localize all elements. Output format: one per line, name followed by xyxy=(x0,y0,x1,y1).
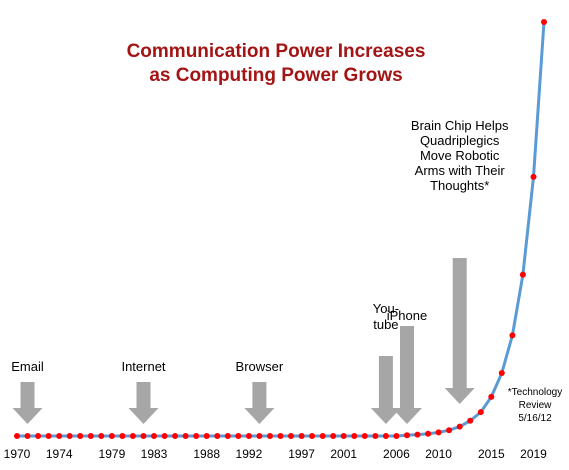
source-note: *Technology Review 5/16/12 xyxy=(508,387,562,424)
data-point-2011 xyxy=(446,427,452,433)
event-arrow-1 xyxy=(129,382,159,424)
data-point-1982 xyxy=(141,433,147,439)
data-point-2019 xyxy=(531,174,537,180)
data-point-2002 xyxy=(351,433,357,439)
x-tick-label-2001: 2001 xyxy=(330,447,357,461)
x-tick-label-1983: 1983 xyxy=(141,447,168,461)
data-point-1984 xyxy=(162,433,168,439)
event-arrow-4 xyxy=(392,326,422,424)
source-note-line-1: *Technology xyxy=(508,387,562,398)
event-label-5-line-4: Thoughts* xyxy=(430,178,489,193)
data-point-2006 xyxy=(393,433,399,439)
data-point-1994 xyxy=(267,433,273,439)
data-point-1981 xyxy=(130,433,136,439)
data-point-1985 xyxy=(172,433,178,439)
data-point-2004 xyxy=(372,433,378,439)
data-point-1977 xyxy=(88,433,94,439)
data-point-1987 xyxy=(193,433,199,439)
event-arrow-3 xyxy=(371,356,401,424)
event-label-1-line-0: Internet xyxy=(121,359,165,374)
x-tick-label-2010: 2010 xyxy=(425,447,452,461)
event-label-5-line-0: Brain Chip Helps xyxy=(411,118,509,133)
data-point-1978 xyxy=(98,433,104,439)
data-point-2018 xyxy=(520,272,526,278)
data-point-1990 xyxy=(225,433,231,439)
source-note-line-2: Review xyxy=(519,400,553,411)
data-point-2009 xyxy=(425,431,431,437)
chart-title-line-2: as Computing Power Grows xyxy=(149,65,402,86)
data-point-1989 xyxy=(214,433,220,439)
data-point-2010 xyxy=(436,429,442,435)
x-tick-label-1988: 1988 xyxy=(193,447,220,461)
data-point-1999 xyxy=(320,433,326,439)
data-point-2017 xyxy=(509,332,515,338)
data-point-1970 xyxy=(14,433,20,439)
data-point-1988 xyxy=(204,433,210,439)
data-point-2014 xyxy=(478,409,484,415)
data-point-1997 xyxy=(299,433,305,439)
data-point-1983 xyxy=(151,433,157,439)
data-point-2015 xyxy=(488,394,494,400)
data-point-2003 xyxy=(362,433,368,439)
data-point-1972 xyxy=(35,433,41,439)
event-arrow-5 xyxy=(445,258,475,404)
data-point-1991 xyxy=(235,433,241,439)
x-tick-label-2015: 2015 xyxy=(478,447,505,461)
data-point-1995 xyxy=(278,433,284,439)
event-label-5-line-1: Quadriplegics xyxy=(420,133,500,148)
event-label-5-line-3: Arms with Their xyxy=(415,163,506,178)
data-point-2020 xyxy=(541,19,547,25)
x-tick-label-1970: 1970 xyxy=(4,447,31,461)
data-point-2008 xyxy=(415,432,421,438)
x-tick-label-1974: 1974 xyxy=(46,447,73,461)
x-axis-ticks: 1970 1974 1979 1983 1988 1992 1997 2001 2006 2010… xyxy=(4,447,548,461)
chart-title: Communication Power Increases as Computi… xyxy=(127,41,426,86)
event-arrows xyxy=(13,258,475,424)
data-point-2012 xyxy=(457,424,463,430)
x-tick-label-2006: 2006 xyxy=(383,447,410,461)
event-arrow-0 xyxy=(13,382,43,424)
data-point-1973 xyxy=(46,433,52,439)
event-label-5-line-2: Move Robotic xyxy=(420,148,500,163)
data-point-1974 xyxy=(56,433,62,439)
event-labels: Email Internet BrowserYou-tubeiPhoneBrain … xyxy=(11,118,509,374)
event-label-4-line-0: iPhone xyxy=(387,308,427,323)
event-label-2-line-0: Browser xyxy=(236,359,284,374)
x-tick-label-2019: 2019 xyxy=(520,447,547,461)
data-point-1993 xyxy=(256,433,262,439)
data-point-1998 xyxy=(309,433,315,439)
data-point-1980 xyxy=(119,433,125,439)
data-point-2016 xyxy=(499,370,505,376)
data-point-1975 xyxy=(67,433,73,439)
data-point-1976 xyxy=(77,433,83,439)
data-point-2007 xyxy=(404,432,410,438)
data-point-2000 xyxy=(330,433,336,439)
x-tick-label-1979: 1979 xyxy=(99,447,126,461)
data-point-2001 xyxy=(341,433,347,439)
chart-title-line-1: Communication Power Increases xyxy=(127,41,426,62)
data-point-1986 xyxy=(183,433,189,439)
data-point-2005 xyxy=(383,433,389,439)
data-point-1996 xyxy=(288,433,294,439)
data-point-1971 xyxy=(25,433,31,439)
source-note-line-3: 5/16/12 xyxy=(518,413,552,424)
data-point-2013 xyxy=(467,418,473,424)
data-point-1979 xyxy=(109,433,115,439)
x-tick-label-1997: 1997 xyxy=(288,447,315,461)
event-label-0-line-0: Email xyxy=(11,359,44,374)
x-tick-label-1992: 1992 xyxy=(236,447,263,461)
data-point-1992 xyxy=(246,433,252,439)
event-arrow-2 xyxy=(244,382,274,424)
